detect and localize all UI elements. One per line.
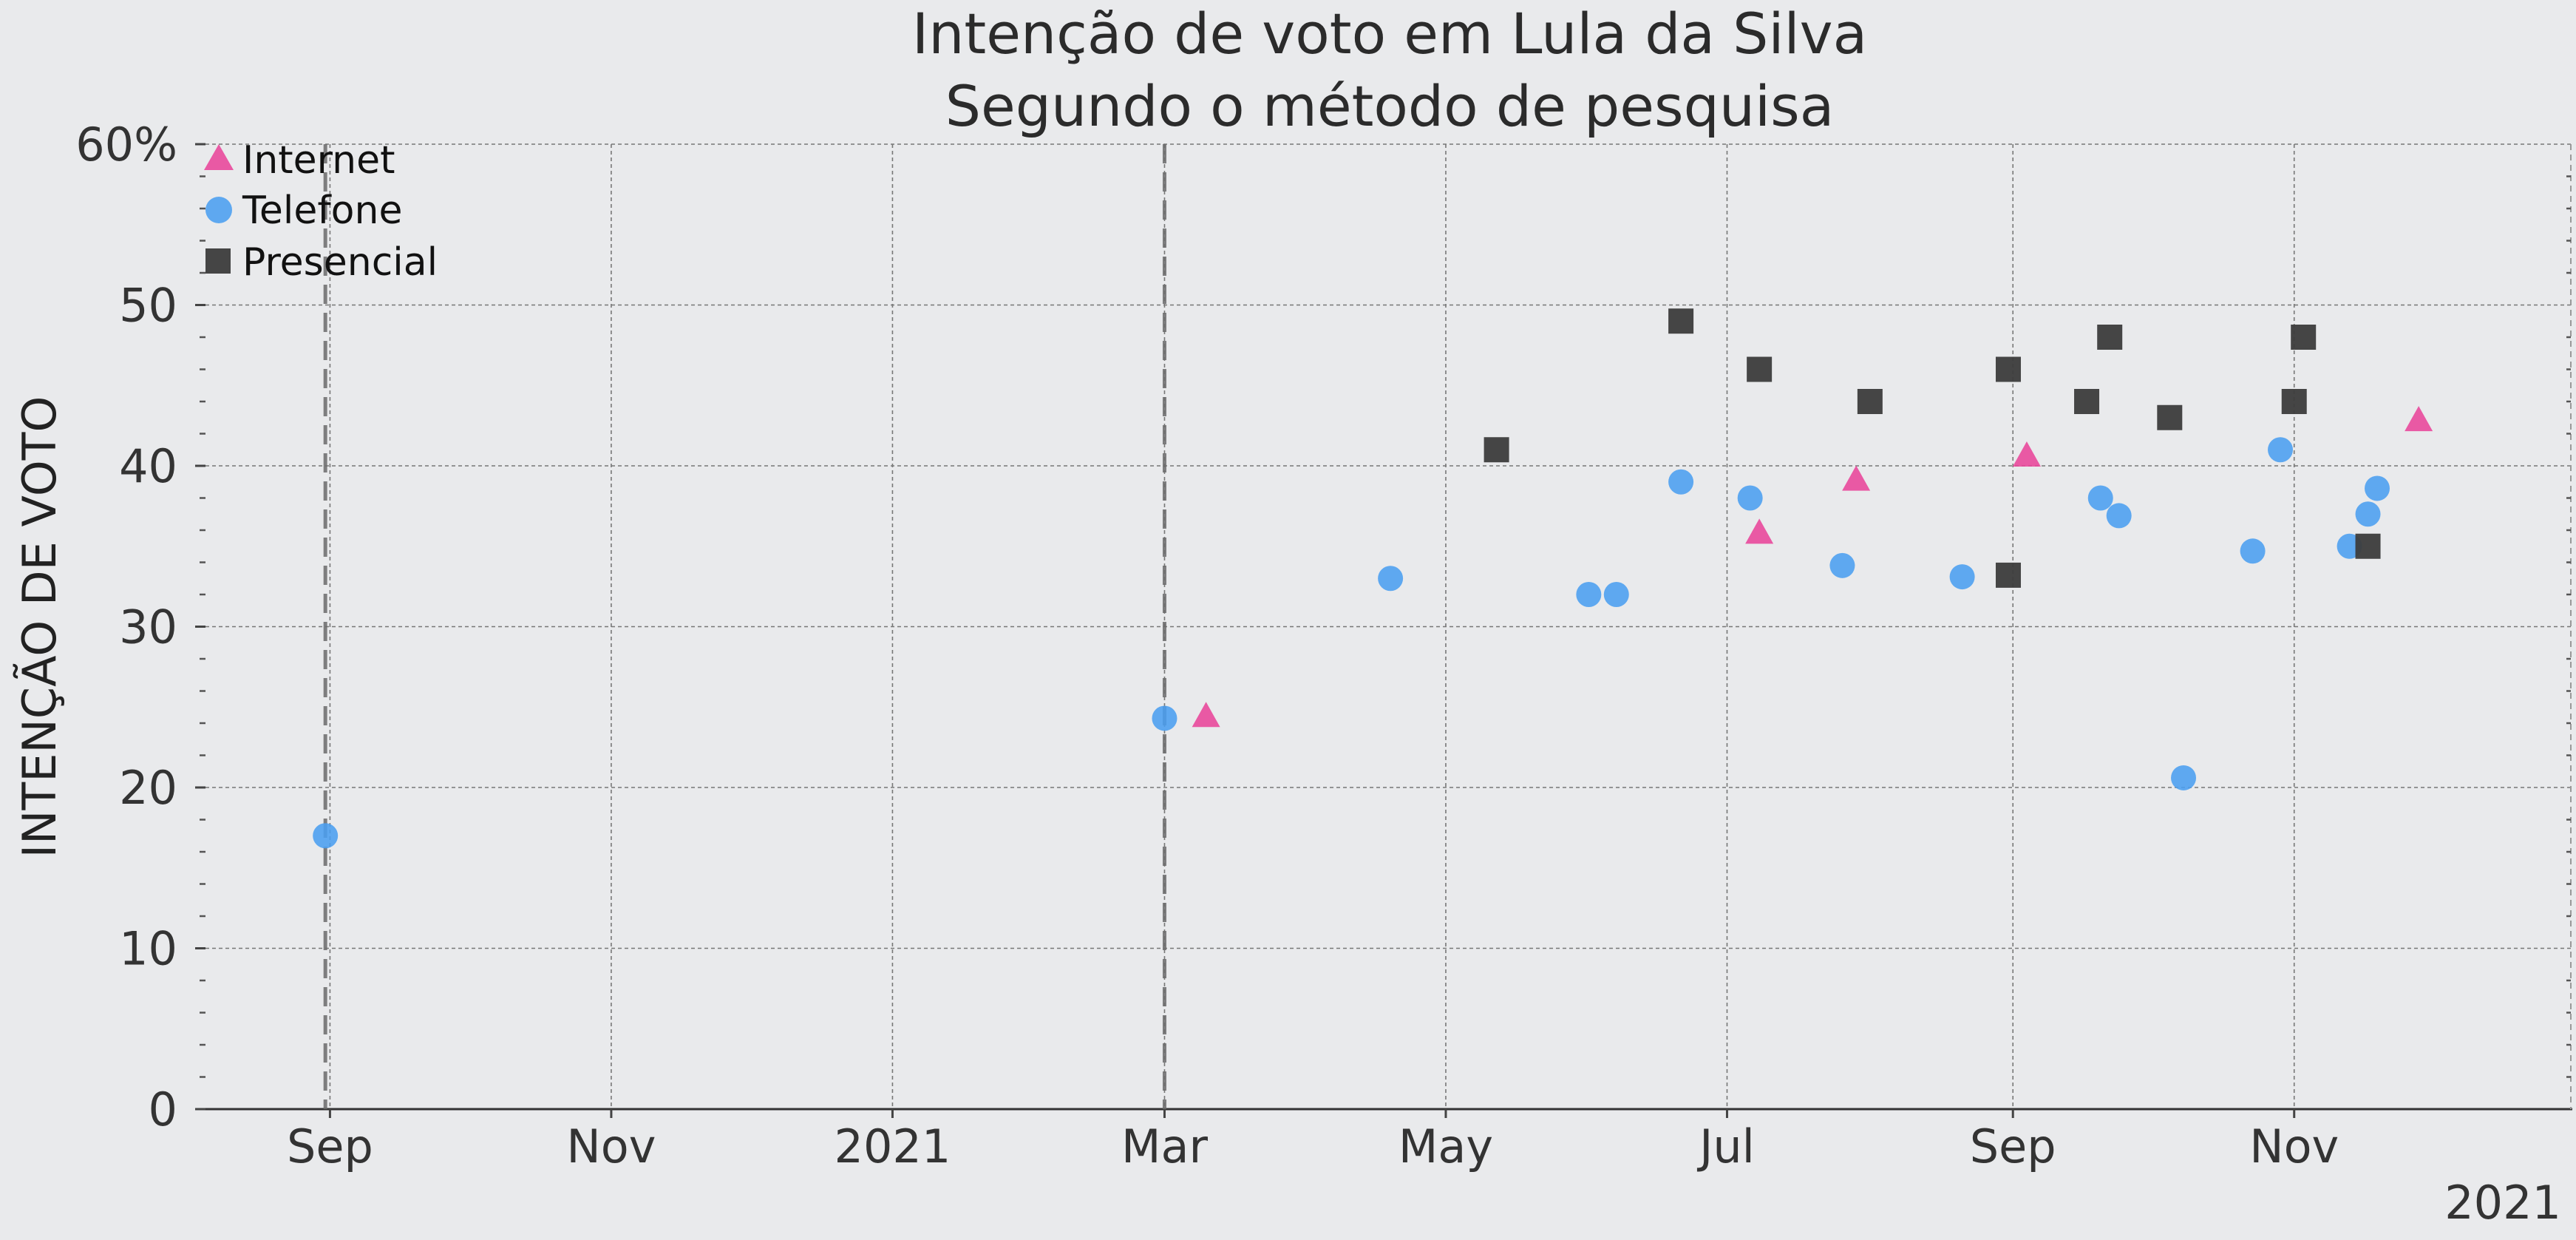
point-presencial bbox=[2074, 389, 2100, 414]
point-telefone bbox=[313, 823, 339, 849]
legend-label-internet: Internet bbox=[242, 138, 395, 183]
point-telefone bbox=[1378, 566, 1404, 592]
point-presencial bbox=[1484, 437, 1509, 463]
reference-lines bbox=[323, 144, 1166, 1109]
legend: Internet Telefone Presencial bbox=[204, 138, 438, 285]
x-tick-label: Jul bbox=[1696, 1119, 1755, 1173]
point-telefone bbox=[2365, 475, 2390, 501]
point-presencial bbox=[1857, 389, 1883, 414]
chart-subtitle: Segundo o método de pesquisa bbox=[945, 73, 1835, 139]
point-telefone bbox=[2106, 503, 2132, 529]
point-presencial bbox=[1995, 562, 2021, 588]
legend-label-presencial: Presencial bbox=[242, 240, 438, 285]
y-axis-label: INTENÇÃO DE VOTO bbox=[13, 396, 67, 858]
point-telefone bbox=[1576, 582, 1602, 607]
grid bbox=[205, 143, 2571, 1109]
legend-circle-icon bbox=[205, 197, 232, 223]
point-presencial bbox=[2157, 404, 2183, 430]
point-telefone bbox=[1152, 705, 1177, 731]
x-tick-label: Sep bbox=[1970, 1119, 2056, 1173]
point-presencial bbox=[1668, 308, 1694, 334]
point-telefone bbox=[1603, 582, 1629, 607]
point-telefone bbox=[2087, 485, 2113, 511]
point-internet bbox=[1842, 465, 1871, 491]
y-tick-label: 60% bbox=[75, 118, 177, 172]
point-telefone bbox=[1829, 552, 1855, 578]
point-telefone bbox=[1737, 485, 1763, 511]
x-tick-label: Sep bbox=[287, 1119, 373, 1173]
y-tick-label: 10 bbox=[119, 922, 177, 976]
axes bbox=[205, 144, 2572, 1111]
point-internet bbox=[1745, 518, 1774, 544]
y-tick-label: 0 bbox=[149, 1083, 177, 1136]
x-tick-label: Mar bbox=[1121, 1119, 1208, 1173]
y-tick-label: 30 bbox=[119, 600, 177, 654]
point-presencial bbox=[2355, 533, 2381, 559]
x-tick-label: May bbox=[1399, 1119, 1493, 1173]
point-internet bbox=[1192, 702, 1220, 728]
point-telefone bbox=[2268, 437, 2294, 463]
y-tick-label: 50 bbox=[119, 279, 177, 333]
x-tick-label: Nov bbox=[2249, 1119, 2339, 1173]
point-telefone bbox=[2171, 765, 2197, 790]
x-tick-label: 2021 bbox=[835, 1119, 951, 1173]
x-tick-label: Nov bbox=[566, 1119, 656, 1173]
point-presencial bbox=[1995, 356, 2021, 382]
point-telefone bbox=[2240, 538, 2266, 564]
y-tick-label: 40 bbox=[119, 439, 177, 493]
point-telefone bbox=[2355, 501, 2381, 527]
point-telefone bbox=[1668, 469, 1694, 495]
point-presencial bbox=[1747, 356, 1773, 382]
legend-label-telefone: Telefone bbox=[242, 189, 402, 233]
legend-triangle-icon bbox=[204, 144, 234, 170]
point-presencial bbox=[2291, 325, 2317, 350]
point-telefone bbox=[1949, 564, 1975, 590]
x-corner-label: 2021 bbox=[2444, 1176, 2561, 1230]
legend-square-icon bbox=[205, 248, 231, 274]
chart-title: Intenção de voto em Lula da Silva bbox=[912, 1, 1867, 67]
point-internet bbox=[2405, 406, 2433, 432]
point-presencial bbox=[2097, 325, 2123, 350]
ticks: 0 10 20 30 40 50 60% Sep Nov 2021 Mar May Jul Sep Nov bbox=[75, 118, 2571, 1173]
point-presencial bbox=[2281, 389, 2307, 414]
point-internet bbox=[2012, 441, 2041, 467]
y-tick-label: 20 bbox=[119, 761, 177, 815]
data-points bbox=[313, 308, 2433, 849]
